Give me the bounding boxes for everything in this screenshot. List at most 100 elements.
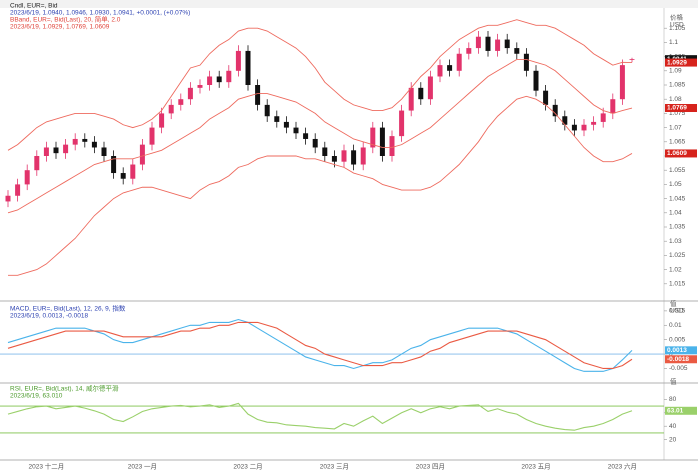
y-tick-label: 1.09: [669, 68, 682, 75]
candle-body: [571, 124, 577, 131]
candle-body: [101, 147, 107, 156]
axis-unit: USD: [670, 22, 684, 29]
series-line: [7, 402, 633, 431]
value-box-label: 1.0609: [667, 150, 687, 157]
candle-body: [591, 121, 597, 125]
value-box-label: 63.01: [667, 408, 684, 415]
legend-text: 2023/6/19, 1.0940, 1.0946, 1.0930, 1.094…: [10, 10, 190, 17]
legend-text: MACD, EUR=, Bid(Last), 12, 26, 9, 指数: [10, 304, 126, 313]
x-tick-label: 2023 四月: [416, 463, 445, 471]
candle-body: [43, 147, 49, 156]
y-tick-label: -0.005: [669, 365, 688, 372]
candle-body: [379, 127, 385, 156]
candle-body: [293, 127, 299, 134]
x-tick-label: 2023 五月: [521, 463, 550, 471]
candle-body: [399, 110, 405, 137]
candle-body: [466, 48, 472, 54]
candle-body: [523, 53, 529, 71]
candle-body: [283, 121, 289, 128]
candle-body: [495, 39, 501, 51]
candle-body: [178, 99, 184, 105]
candle-body: [34, 156, 40, 171]
value-box: [665, 149, 697, 158]
y-tick-label: 1.07: [669, 124, 682, 131]
candle-body: [149, 127, 155, 145]
y-tick-label: 1.075: [669, 110, 686, 117]
candle-body: [600, 113, 606, 122]
value-box-label: -0.0018: [667, 356, 689, 363]
y-tick-label: 1.085: [669, 82, 686, 89]
y-tick-label: 1.025: [669, 252, 686, 259]
axis-title: 值: [670, 377, 677, 386]
candle-body: [235, 50, 241, 71]
y-tick-label: 0.005: [669, 336, 686, 343]
value-box: [665, 346, 697, 355]
y-tick-label: 1.08: [669, 96, 682, 103]
candle-body: [216, 76, 222, 83]
y-tick-label: 1.045: [669, 195, 686, 202]
candle-body: [274, 116, 280, 122]
candle-body: [331, 156, 337, 162]
candle-body: [447, 65, 453, 71]
value-box-label: 0.0013: [667, 347, 687, 354]
axis-title: 价格: [670, 13, 684, 22]
axis-title: 值: [670, 299, 677, 308]
candle-body: [389, 136, 395, 156]
candle-body: [322, 147, 328, 156]
legend-text: RSI, EUR=, Bid(Last), 14, 威尔德平滑: [10, 384, 119, 393]
candle-body: [533, 70, 539, 91]
x-tick-label: 2023 六月: [608, 462, 637, 471]
candle-body: [360, 147, 366, 165]
axis-unit: USD: [670, 308, 684, 315]
y-tick-label: 0.01: [669, 322, 682, 329]
candle-body: [264, 104, 270, 117]
candle-body: [226, 70, 232, 83]
candle-body: [139, 144, 145, 165]
legend-text: 2023/6/19, 0.0013, -0.0018: [10, 313, 88, 320]
y-tick-label: 1.03: [669, 238, 682, 245]
bollinger-band: [7, 58, 633, 214]
y-tick-label: 80: [669, 396, 677, 403]
candle-body: [437, 65, 443, 77]
candle-body: [303, 133, 309, 139]
candle-body: [312, 138, 318, 148]
y-tick-label: 1.065: [669, 139, 686, 146]
candle-body: [5, 195, 11, 202]
candle-body: [255, 85, 261, 105]
candle-body: [475, 36, 481, 49]
y-tick-label: 20: [669, 436, 677, 443]
candle-body: [111, 156, 117, 174]
y-tick-label: 1.015: [669, 281, 686, 288]
candle-body: [427, 76, 433, 100]
candle-body: [370, 127, 376, 148]
candle-body: [24, 170, 30, 185]
y-tick-label: 1.1: [669, 39, 678, 46]
candle-body: [15, 184, 21, 196]
candle-body: [197, 85, 203, 88]
y-tick-label: 0.015: [669, 308, 686, 315]
legend-text: 2023/6/19, 63.010: [10, 393, 63, 400]
candle-body: [168, 104, 174, 114]
candle-body: [619, 65, 625, 100]
candle-body: [159, 113, 165, 128]
candle-body: [418, 87, 424, 100]
y-tick-label: 1.035: [669, 224, 686, 231]
candle-body: [187, 87, 193, 100]
y-tick-label: 40: [669, 423, 677, 430]
candle-body: [581, 124, 587, 131]
y-tick-label: 1.05: [669, 181, 682, 188]
candle-body: [120, 173, 126, 179]
value-box: [665, 58, 697, 67]
bollinger-band: [7, 19, 633, 151]
candle-body: [207, 76, 213, 85]
candle-body: [53, 147, 59, 154]
value-box: [665, 355, 697, 364]
candle-body: [408, 87, 414, 111]
y-tick-label: 1.105: [669, 25, 686, 32]
candle-body: [245, 50, 251, 85]
candle-body: [63, 144, 69, 154]
candle-body: [91, 141, 97, 148]
x-tick-label: 2023 三月: [320, 463, 349, 471]
